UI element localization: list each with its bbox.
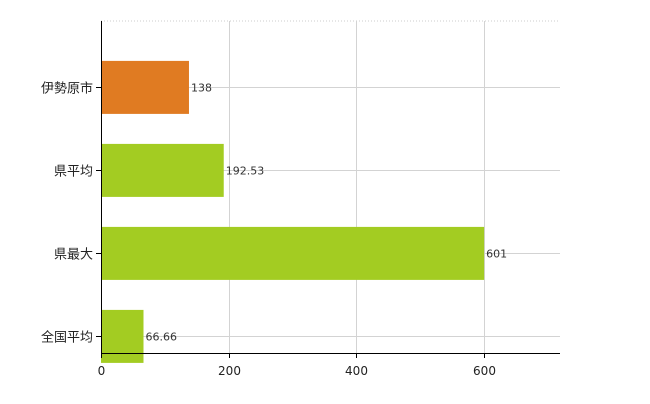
- category-label: 全国平均: [41, 329, 93, 345]
- x-tick-label: 200: [218, 364, 241, 378]
- bar: [101, 226, 485, 280]
- bar: [101, 309, 144, 363]
- bar-value-label: 138: [191, 81, 212, 94]
- bar-value-label: 192.53: [226, 164, 264, 177]
- x-tick-label: 600: [473, 364, 496, 378]
- bar: [101, 60, 189, 114]
- x-tick-label: 400: [345, 364, 368, 378]
- category-label: 県平均: [54, 164, 93, 179]
- category-label: 県最大: [54, 247, 93, 262]
- category-label: 伊勢原市: [41, 80, 93, 96]
- bar-value-label: 601: [486, 247, 507, 260]
- bar-value-label: 66.66: [145, 330, 177, 343]
- x-tick-label: 0: [98, 364, 106, 378]
- bar: [101, 143, 224, 197]
